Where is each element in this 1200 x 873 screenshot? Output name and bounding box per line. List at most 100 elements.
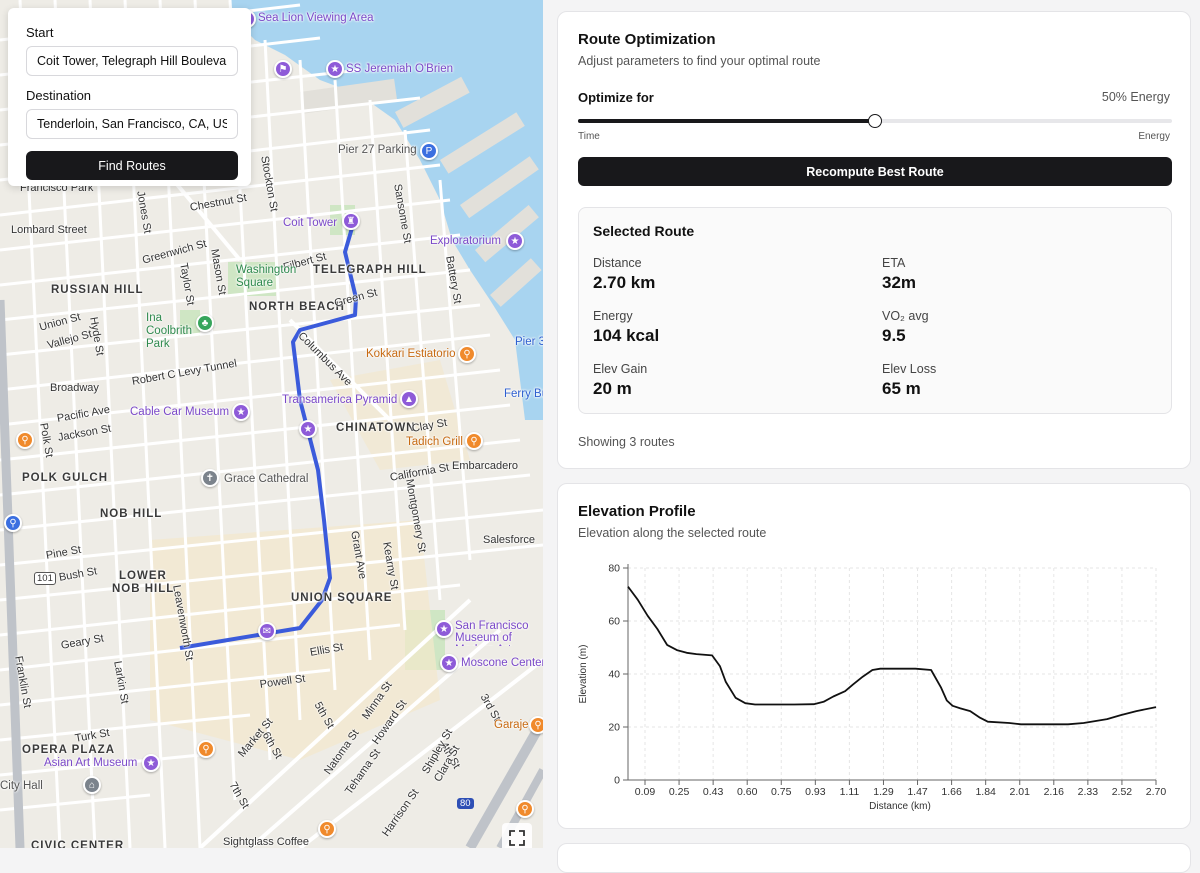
stat-label: Elev Gain: [593, 362, 648, 376]
poi-label[interactable]: Transamerica Pyramid: [282, 394, 398, 406]
poi-marker[interactable]: ★: [142, 754, 160, 772]
poi-label[interactable]: Coit Tower: [283, 217, 338, 229]
elev-loss-stat: Elev Loss 65 m: [882, 362, 936, 399]
map-district-label: RUSSIAN HILL: [51, 284, 144, 296]
restaurant-icon[interactable]: ⚲: [516, 800, 534, 818]
poi-label[interactable]: Exploratorium: [430, 235, 501, 247]
stat-value: 2.70 km: [593, 273, 656, 292]
x-tick-label: 2.52: [1112, 786, 1133, 798]
x-tick-label: 0.43: [703, 786, 724, 798]
poi-label[interactable]: Ina Coolbrith Park: [146, 312, 193, 350]
poi-label[interactable]: Washington Square: [236, 264, 297, 289]
x-tick-label: 0.25: [669, 786, 690, 798]
restaurant-icon[interactable]: ⚲: [465, 432, 483, 450]
route-line: [179, 227, 358, 650]
poi-marker[interactable]: ⚲: [4, 514, 22, 532]
fullscreen-icon: [509, 830, 525, 846]
poi-marker[interactable]: ▲: [400, 390, 418, 408]
poi-label[interactable]: City Hall: [0, 780, 43, 792]
x-axis-label: Distance (km): [869, 801, 931, 812]
y-axis-label: Elevation (m): [578, 645, 589, 704]
stat-value: 20 m: [593, 379, 632, 398]
poi-label[interactable]: Tadich Grill: [406, 436, 463, 448]
eta-stat: ETA 32m: [882, 256, 916, 293]
elevation-chart[interactable]: 0 20 40 60 80 0.09 0.25 0.43 0.60 0.75 0.93 1.11 1.2…: [558, 484, 1192, 830]
fullscreen-button[interactable]: [502, 823, 532, 848]
stat-label: Elev Loss: [882, 362, 937, 376]
parking-icon[interactable]: P: [420, 142, 438, 160]
stat-label: VO₂ avg: [882, 309, 929, 323]
x-tick-label: 1.66: [941, 786, 962, 798]
church-icon[interactable]: ✝: [201, 469, 219, 487]
route-form: Start Destination Find Routes: [8, 8, 251, 186]
poi-label[interactable]: Grace Cathedral: [224, 473, 309, 485]
stat-value: 65 m: [882, 379, 921, 398]
destination-input[interactable]: [26, 109, 238, 139]
routes-count-text: Showing 3 routes: [578, 435, 675, 449]
poi-marker[interactable]: ★: [435, 620, 453, 638]
poi-label[interactable]: Ferry Bu: [504, 388, 543, 400]
poi-label[interactable]: Pier 27 Parking: [338, 144, 417, 156]
elevation-profile-card: Elevation Profile Elevation along the se…: [557, 483, 1191, 829]
restaurant-icon[interactable]: ⚲: [197, 740, 215, 758]
restaurant-icon[interactable]: ⚲: [318, 820, 336, 838]
recompute-route-button[interactable]: Recompute Best Route: [578, 157, 1172, 186]
y-tick-label: 40: [608, 669, 620, 681]
optimize-value-text: 50% Energy: [1101, 90, 1170, 104]
street-label: Broadway: [50, 382, 99, 394]
poi-label[interactable]: Pier 3: [515, 336, 543, 348]
poi-label[interactable]: Sea Lion Viewing Area: [258, 12, 374, 24]
street-label: Salesforce: [483, 534, 535, 546]
restaurant-icon[interactable]: ⚲: [529, 716, 543, 734]
find-routes-button[interactable]: Find Routes: [26, 151, 238, 180]
poi-marker[interactable]: ✉: [258, 622, 276, 640]
poi-marker[interactable]: ★: [232, 403, 250, 421]
map[interactable]: TELEGRAPH HILL RUSSIAN HILL NORTH BEACH …: [0, 0, 543, 848]
restaurant-icon[interactable]: ⚲: [16, 431, 34, 449]
start-input[interactable]: [26, 46, 238, 76]
slider-min-label: Time: [578, 131, 600, 142]
poi-label[interactable]: San Francisco Museum of Modern Art: [455, 620, 529, 646]
slider-thumb[interactable]: [868, 114, 882, 128]
poi-label[interactable]: Asian Art Museum: [44, 757, 138, 769]
optimize-slider[interactable]: [578, 113, 1172, 129]
poi-marker[interactable]: ⌂: [83, 776, 101, 794]
street-label: Lombard Street: [11, 224, 87, 236]
stat-label: Distance: [593, 256, 642, 270]
poi-label[interactable]: Kokkari Estiatorio: [366, 348, 456, 360]
restaurant-icon[interactable]: ⚲: [458, 345, 476, 363]
poi-marker[interactable]: ★: [506, 232, 524, 250]
y-tick-label: 20: [608, 722, 620, 734]
map-district-label: NOB HILL: [112, 583, 175, 595]
map-district-label: NOB HILL: [100, 508, 163, 520]
interstate-shield: 80: [457, 798, 474, 809]
map-district-label: POLK GULCH: [22, 472, 109, 484]
poi-marker[interactable]: ★: [440, 654, 458, 672]
selected-route-title: Selected Route: [593, 223, 695, 239]
x-tick-label: 2.01: [1010, 786, 1031, 798]
card-title: Elevation Profile: [578, 503, 696, 520]
stat-value: 9.5: [882, 326, 906, 345]
slider-max-label: Energy: [1138, 131, 1170, 142]
poi-marker[interactable]: ♣: [196, 314, 214, 332]
selected-route-panel: Selected Route Distance 2.70 km ETA 32m …: [578, 207, 1172, 414]
elev-gain-stat: Elev Gain 20 m: [593, 362, 647, 399]
y-tick-label: 0: [614, 775, 620, 787]
map-district-label: CHINATOWN: [336, 422, 416, 434]
poi-label[interactable]: Cable Car Museum: [130, 406, 230, 418]
x-tick-label: 0.93: [805, 786, 826, 798]
destination-label: Destination: [26, 88, 92, 103]
slider-fill: [578, 119, 875, 123]
poi-marker[interactable]: ♜: [342, 212, 360, 230]
poi-marker[interactable]: ★: [326, 60, 344, 78]
x-tick-label: 1.84: [975, 786, 996, 798]
x-tick-label: 0.75: [771, 786, 792, 798]
poi-label[interactable]: Garaje: [494, 719, 529, 731]
vo2-stat: VO₂ avg 9.5: [882, 309, 929, 346]
poi-label[interactable]: SS Jeremiah O'Brien: [346, 63, 454, 75]
poi-marker[interactable]: ★: [299, 420, 317, 438]
energy-stat: Energy 104 kcal: [593, 309, 659, 346]
poi-label[interactable]: Moscone Center: [461, 657, 543, 669]
optimize-for-label: Optimize for: [578, 90, 654, 105]
poi-marker[interactable]: ⚑: [274, 60, 292, 78]
